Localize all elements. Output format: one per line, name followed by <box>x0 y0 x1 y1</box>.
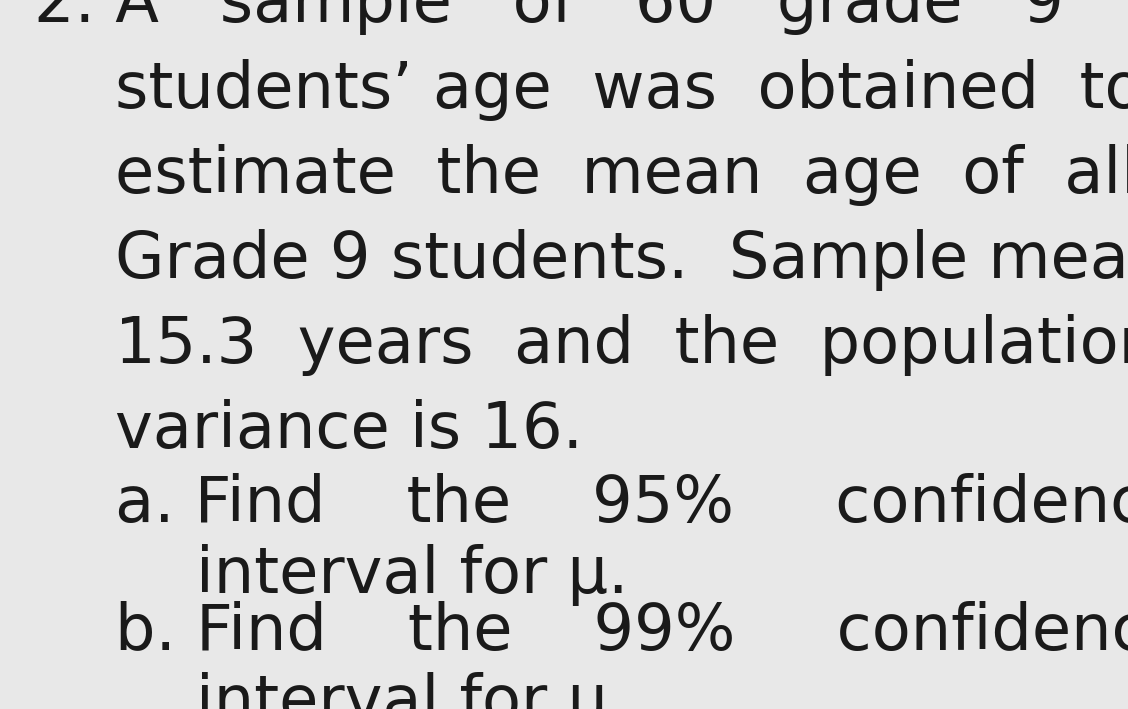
Text: a. Find    the    95%     confidence: a. Find the 95% confidence <box>34 474 1128 535</box>
Text: interval for μ.: interval for μ. <box>34 545 628 606</box>
Text: 2. A   sample   of   60   grade   9: 2. A sample of 60 grade 9 <box>34 0 1064 35</box>
Text: variance is 16.: variance is 16. <box>34 399 583 461</box>
Text: 15.3  years  and  the  population: 15.3 years and the population <box>34 314 1128 376</box>
Text: interval for μ.: interval for μ. <box>34 672 628 709</box>
Text: students’ age  was  obtained  to: students’ age was obtained to <box>34 59 1128 121</box>
Text: Grade 9 students.  Sample mean: Grade 9 students. Sample mean <box>34 229 1128 291</box>
Text: estimate  the  mean  age  of  all: estimate the mean age of all <box>34 144 1128 206</box>
Text: b. Find    the    99%     confidence: b. Find the 99% confidence <box>34 601 1128 663</box>
